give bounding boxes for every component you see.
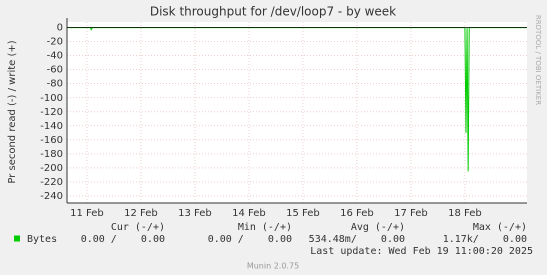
- x-tick-label: 13 Feb: [178, 208, 212, 219]
- y-tick-label: -240: [40, 191, 63, 202]
- y-tick-label: -60: [47, 65, 63, 76]
- summary-value: 534.48m/ 0.00: [309, 234, 405, 245]
- y-tick-label: -220: [40, 177, 63, 188]
- y-tick-label: -120: [40, 107, 63, 118]
- y-tick-label: -100: [40, 93, 63, 104]
- summary-value: 1.17k/ 0.00: [443, 234, 527, 245]
- x-tick-label: 12 Feb: [124, 208, 158, 219]
- x-tick-label: 16 Feb: [340, 208, 374, 219]
- y-tick-label: -200: [40, 163, 63, 174]
- x-tick-label: 17 Feb: [394, 208, 428, 219]
- plot-area: [67, 22, 527, 203]
- y-tick-label: -180: [40, 149, 63, 160]
- x-tick-label: 18 Feb: [448, 208, 482, 219]
- x-tick-label: 15 Feb: [286, 208, 320, 219]
- legend-swatch: [14, 235, 20, 242]
- last-update: Last update: Wed Feb 19 11:00:20 2025: [310, 246, 533, 257]
- y-tick-label: 0: [57, 23, 63, 34]
- summary-value: 0.00 / 0.00: [208, 234, 292, 245]
- x-tick-label: 11 Feb: [70, 208, 104, 219]
- footer: Munin 2.0.75: [247, 262, 299, 271]
- series-line: [67, 27, 527, 172]
- y-tick-label: -160: [40, 135, 63, 146]
- summary-value: 0.00 / 0.00: [81, 234, 165, 245]
- y-tick-label: -20: [47, 37, 63, 48]
- y-tick-label: -40: [47, 51, 63, 62]
- side-label: RRDTOOL / TOBI OETIKER: [534, 15, 542, 105]
- summary-header: Avg (-/+): [351, 222, 405, 233]
- chart-title: Disk throughput for /dev/loop7 - by week: [150, 5, 396, 19]
- summary-header: Min (-/+): [238, 222, 292, 233]
- legend-label: Bytes: [27, 234, 57, 245]
- y-tick-label: -80: [47, 79, 63, 90]
- y-axis-label: Pr second read (-) / write (+): [7, 40, 18, 183]
- summary-header: Cur (-/+): [111, 222, 165, 233]
- summary-header: Max (-/+): [473, 222, 527, 233]
- x-tick-label: 14 Feb: [232, 208, 266, 219]
- y-tick-label: -140: [40, 121, 63, 132]
